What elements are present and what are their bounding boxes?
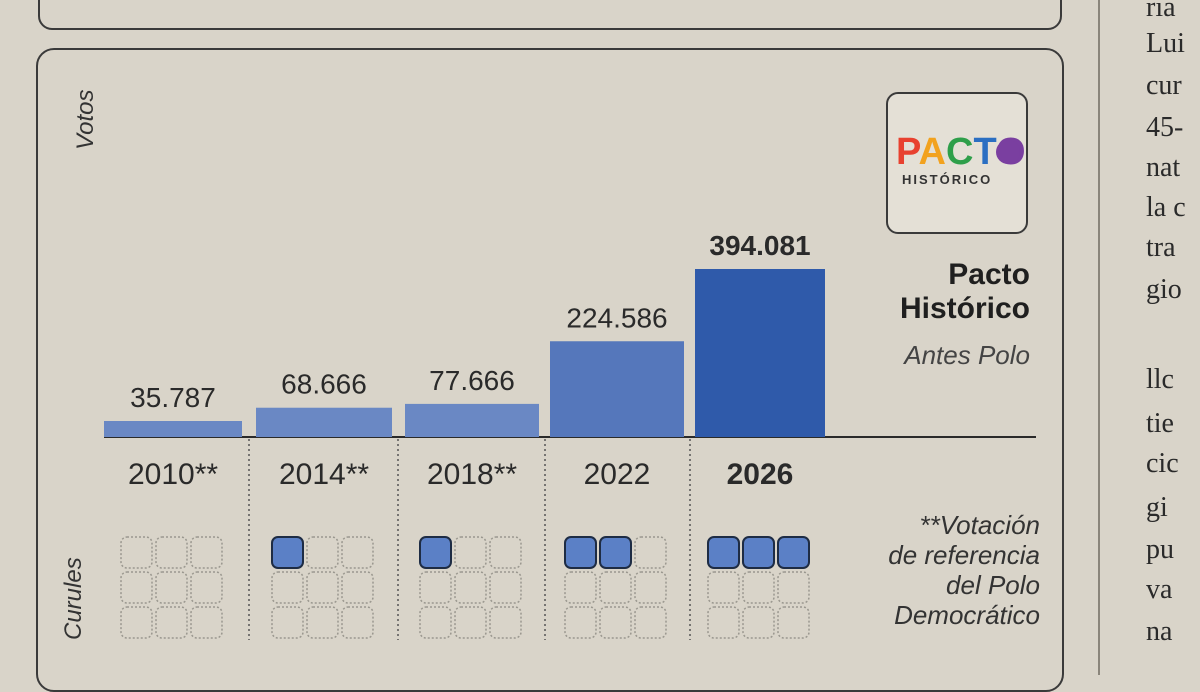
- seat-empty: [599, 606, 632, 639]
- x-tick-label: 2010**: [128, 458, 218, 491]
- footnote-line: del Polo: [946, 570, 1040, 600]
- x-tick-label: 2018**: [427, 458, 517, 491]
- seat-empty: [777, 606, 810, 639]
- seat-empty: [341, 536, 374, 569]
- bar: [405, 403, 539, 437]
- seat-empty: [306, 606, 339, 639]
- article-text-fragment: tie: [1146, 408, 1174, 439]
- seat-empty: [489, 536, 522, 569]
- article-text-fragment: ria: [1146, 0, 1176, 23]
- article-text-fragment: nat: [1146, 152, 1181, 183]
- bar-value-label: 394.081: [709, 230, 810, 261]
- previous-panel-border: [38, 0, 1062, 30]
- logo-dot-icon: [996, 140, 1020, 164]
- bar-chart: 35.787 2010** 68.666 2014** 77.666 2018** 224.…: [104, 230, 1036, 640]
- bar: [550, 341, 684, 437]
- footnote: **Votación de referencia del Polo Democr…: [888, 510, 1040, 630]
- seat-empty: [271, 606, 304, 639]
- seat-empty: [306, 536, 339, 569]
- seat-empty: [190, 536, 223, 569]
- seat-empty: [190, 606, 223, 639]
- seat-empty: [155, 536, 188, 569]
- seat-filled: [599, 536, 632, 569]
- article-text-fragment: la c: [1146, 192, 1186, 223]
- seat-filled: [419, 536, 452, 569]
- bar: [695, 269, 825, 437]
- seat-empty: [742, 606, 775, 639]
- article-text-fragment: 45-: [1146, 112, 1184, 143]
- party-subtitle: Antes Polo: [904, 340, 1030, 370]
- seat-empty: [489, 571, 522, 604]
- seat-filled: [564, 536, 597, 569]
- seat-empty: [341, 571, 374, 604]
- bar: [256, 407, 392, 437]
- seat-empty: [155, 606, 188, 639]
- seat-empty: [742, 571, 775, 604]
- seat-filled: [707, 536, 740, 569]
- party-name-line1: Pacto: [948, 258, 1030, 291]
- seat-empty: [634, 571, 667, 604]
- seat-empty: [599, 571, 632, 604]
- seat-empty: [120, 571, 153, 604]
- seat-empty: [271, 571, 304, 604]
- bar: [104, 421, 242, 437]
- seat-empty: [634, 606, 667, 639]
- seat-empty: [707, 606, 740, 639]
- party-logo-graphic: PACTO HISTÓRICO: [896, 131, 1026, 187]
- bar-value-label: 77.666: [429, 365, 515, 396]
- seat-empty: [306, 571, 339, 604]
- x-tick-label: 2026: [727, 458, 794, 491]
- seat-filled: [777, 536, 810, 569]
- seat-empty: [454, 536, 487, 569]
- article-text-fragment: cur: [1146, 70, 1182, 101]
- seat-empty: [120, 536, 153, 569]
- seat-empty: [777, 571, 810, 604]
- seat-filled: [742, 536, 775, 569]
- article-text-fragment: Lui: [1146, 28, 1185, 59]
- seat-empty: [564, 606, 597, 639]
- article-text-fragment: cic: [1146, 448, 1179, 479]
- seat-empty: [564, 571, 597, 604]
- article-text-fragment: tra: [1146, 232, 1176, 263]
- footnote-line: **Votación: [919, 510, 1040, 540]
- column-rule: [1098, 0, 1100, 675]
- seat-empty: [489, 606, 522, 639]
- article-text-fragment: na: [1146, 616, 1173, 647]
- seat-empty: [419, 606, 452, 639]
- footnote-line: de referencia: [888, 540, 1040, 570]
- bar-value-label: 224.586: [566, 302, 667, 333]
- seat-empty: [707, 571, 740, 604]
- party-logo: PACTO HISTÓRICO: [886, 92, 1028, 234]
- x-tick-label: 2014**: [279, 458, 369, 491]
- article-text-fragment: llc: [1146, 364, 1174, 395]
- bar-value-label: 35.787: [130, 382, 216, 413]
- article-text-fragment: gi: [1146, 492, 1168, 523]
- seat-empty: [190, 571, 223, 604]
- seat-empty: [419, 571, 452, 604]
- seat-filled: [271, 536, 304, 569]
- article-text-fragment: pu: [1146, 534, 1174, 565]
- footnote-line: Democrático: [894, 600, 1040, 630]
- x-tick-label: 2022: [584, 458, 651, 491]
- seat-empty: [454, 606, 487, 639]
- seat-empty: [341, 606, 374, 639]
- article-text-fragment: gio: [1146, 274, 1182, 305]
- seat-empty: [454, 571, 487, 604]
- bar-value-label: 68.666: [281, 369, 367, 400]
- seat-empty: [634, 536, 667, 569]
- logo-sub: HISTÓRICO: [902, 172, 992, 187]
- seat-empty: [155, 571, 188, 604]
- article-text-fragment: va: [1146, 574, 1173, 605]
- party-name-line2: Histórico: [899, 292, 1030, 325]
- seat-empty: [120, 606, 153, 639]
